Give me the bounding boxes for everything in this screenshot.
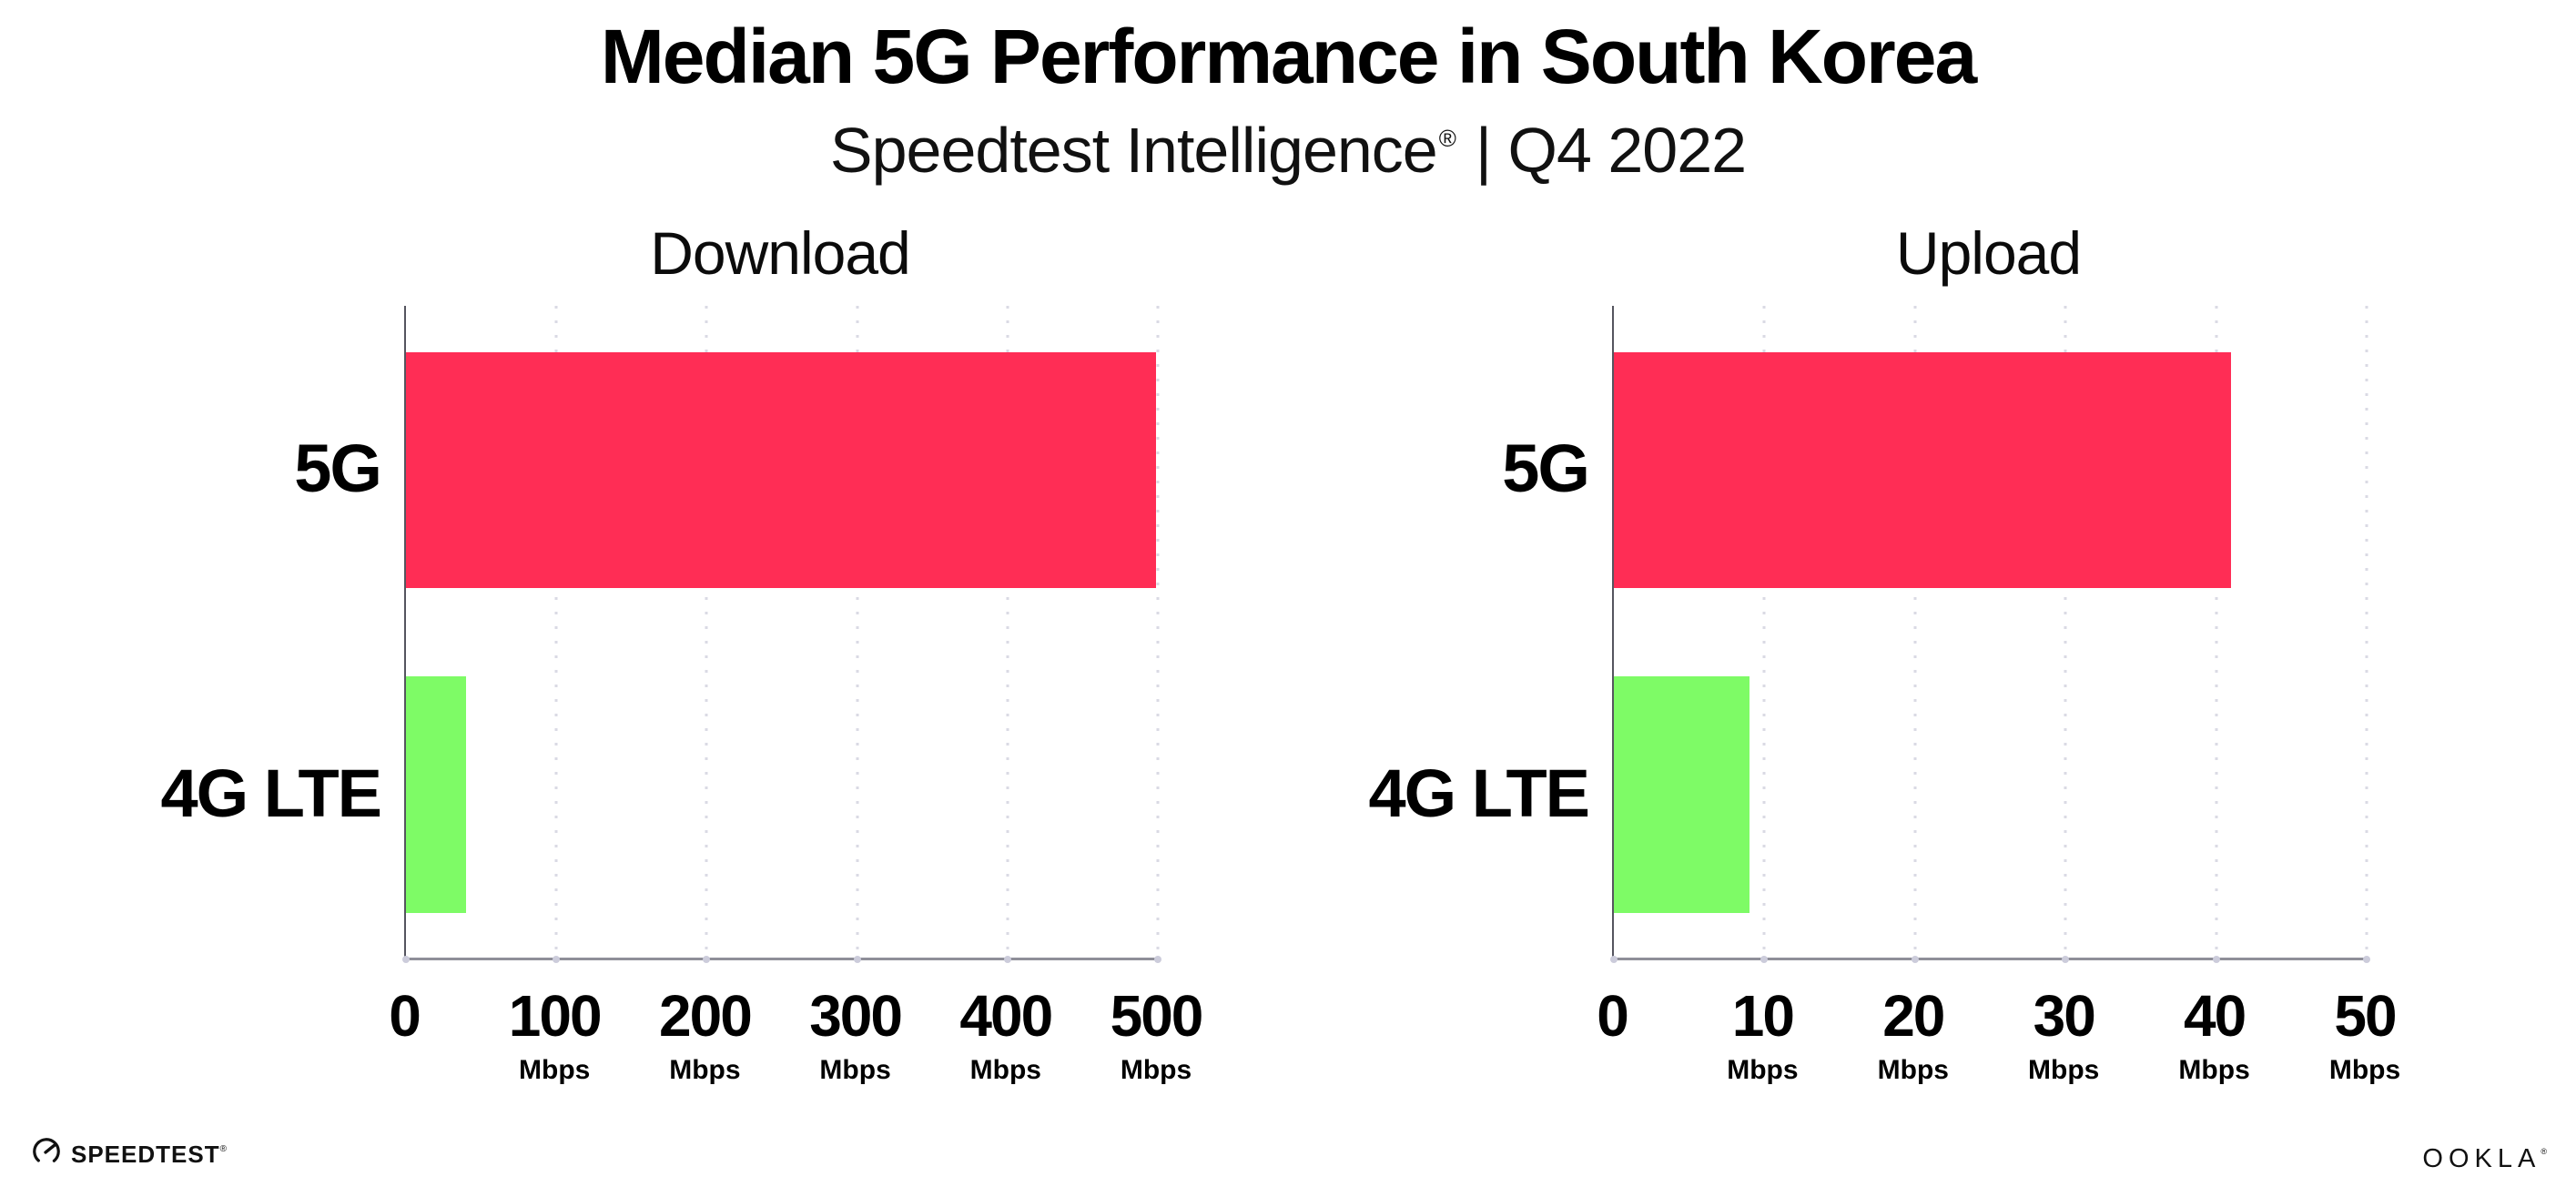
gridline <box>2215 306 2218 958</box>
tick-dot <box>1154 956 1161 963</box>
y-label-5g: 5G <box>1502 431 1590 506</box>
subtitle-brand: Speedtest Intelligence <box>829 115 1438 186</box>
x-axis-ticks-download: 0 100 Mbps 200 Mbps 300 Mbps 400 Mbps 500 Mbps <box>389 987 1203 1105</box>
x-tick-unit: Mbps <box>1120 1055 1192 1085</box>
gridline <box>2365 306 2368 958</box>
gridline <box>1156 306 1160 958</box>
x-tick-500: 500 Mbps <box>1056 987 1256 1085</box>
chart-title-download: Download <box>650 219 911 287</box>
page-title: Median 5G Performance in South Korea <box>600 14 1977 99</box>
x-tick-0: 0 <box>304 987 504 1045</box>
bar-4g-lte <box>406 676 467 913</box>
x-tick-value: 30 <box>2033 983 2096 1049</box>
x-tick-unit: Mbps <box>969 1055 1041 1085</box>
tick-dot <box>553 956 561 963</box>
speedtest-wordmark: SPEEDTEST® <box>71 1140 228 1168</box>
speedtest-registered-mark: ® <box>219 1143 228 1154</box>
x-tick-unit: Mbps <box>1727 1055 1799 1085</box>
tick-dot <box>2363 956 2370 963</box>
x-tick-unit: Mbps <box>2028 1055 2100 1085</box>
x-tick-value: 100 <box>508 983 603 1049</box>
bar-5g <box>1614 352 2232 588</box>
ookla-logo: OOKLA® <box>2422 1141 2547 1173</box>
ookla-registered-mark: ® <box>2541 1147 2547 1156</box>
x-tick-value: 50 <box>2334 983 2397 1049</box>
gridline <box>705 306 708 958</box>
tick-dot <box>1610 956 1618 963</box>
x-tick-value: 500 <box>1110 983 1204 1049</box>
x-tick-value: 400 <box>959 983 1053 1049</box>
x-tick-300: 300 Mbps <box>756 987 956 1085</box>
tick-dot <box>1911 956 1919 963</box>
y-label-4g-lte: 4G LTE <box>160 756 382 831</box>
tick-dot <box>2062 956 2070 963</box>
registered-mark: ® <box>1438 125 1456 152</box>
gridline <box>554 306 558 958</box>
gridline <box>1006 306 1009 958</box>
gridline <box>1913 306 1917 958</box>
x-tick-unit: Mbps <box>1877 1055 1949 1085</box>
tick-dot <box>402 956 410 963</box>
x-tick-value: 20 <box>1882 983 1945 1049</box>
x-tick-50: 50 Mbps <box>2265 987 2465 1085</box>
x-tick-30: 30 Mbps <box>1963 987 2164 1085</box>
tick-dot <box>1760 956 1769 963</box>
x-tick-unit: Mbps <box>519 1055 591 1085</box>
x-tick-400: 400 Mbps <box>906 987 1106 1085</box>
y-label-4g-lte: 4G LTE <box>1368 756 1590 831</box>
page-subtitle: Speedtest Intelligence® | Q4 2022 <box>0 102 2576 187</box>
speedtest-logo: SPEEDTEST® <box>31 1136 228 1168</box>
x-tick-value: 40 <box>2184 983 2246 1049</box>
x-tick-20: 20 Mbps <box>1813 987 2013 1085</box>
gridline <box>856 306 859 958</box>
y-label-5g: 5G <box>294 431 382 506</box>
tick-dot <box>1003 956 1011 963</box>
x-axis-ticks-upload: 0 10 Mbps 20 Mbps 30 Mbps 40 Mbps 50 Mbps <box>1597 987 2400 1105</box>
tick-dot <box>703 956 711 963</box>
x-tick-value: 0 <box>1597 983 1629 1049</box>
chart-title-upload: Upload <box>1895 219 2082 287</box>
x-tick-unit: Mbps <box>819 1055 891 1085</box>
x-tick-100: 100 Mbps <box>454 987 654 1085</box>
x-tick-value: 10 <box>1731 983 1795 1049</box>
bar-4g-lte <box>1614 676 1749 913</box>
subtitle-period: | Q4 2022 <box>1475 115 1747 186</box>
x-tick-value: 0 <box>389 983 421 1049</box>
x-tick-0: 0 <box>1512 987 1712 1045</box>
bar-5g <box>406 352 1157 588</box>
plot-area-upload <box>1610 306 2370 963</box>
ookla-wordmark: OOKLA® <box>2422 1144 2547 1173</box>
plot-area-download <box>402 306 1161 963</box>
speedtest-gauge-icon <box>31 1136 62 1167</box>
tick-dot <box>2212 956 2220 963</box>
x-tick-value: 200 <box>659 983 753 1049</box>
x-tick-10: 10 Mbps <box>1662 987 1862 1085</box>
x-tick-unit: Mbps <box>2328 1055 2401 1085</box>
gridline <box>1762 306 1766 958</box>
x-tick-unit: Mbps <box>2178 1055 2250 1085</box>
x-tick-unit: Mbps <box>669 1055 741 1085</box>
x-tick-40: 40 Mbps <box>2115 987 2315 1085</box>
x-tick-200: 200 Mbps <box>604 987 805 1085</box>
x-tick-value: 300 <box>809 983 903 1049</box>
tick-dot <box>853 956 861 963</box>
gridline <box>2064 306 2067 958</box>
